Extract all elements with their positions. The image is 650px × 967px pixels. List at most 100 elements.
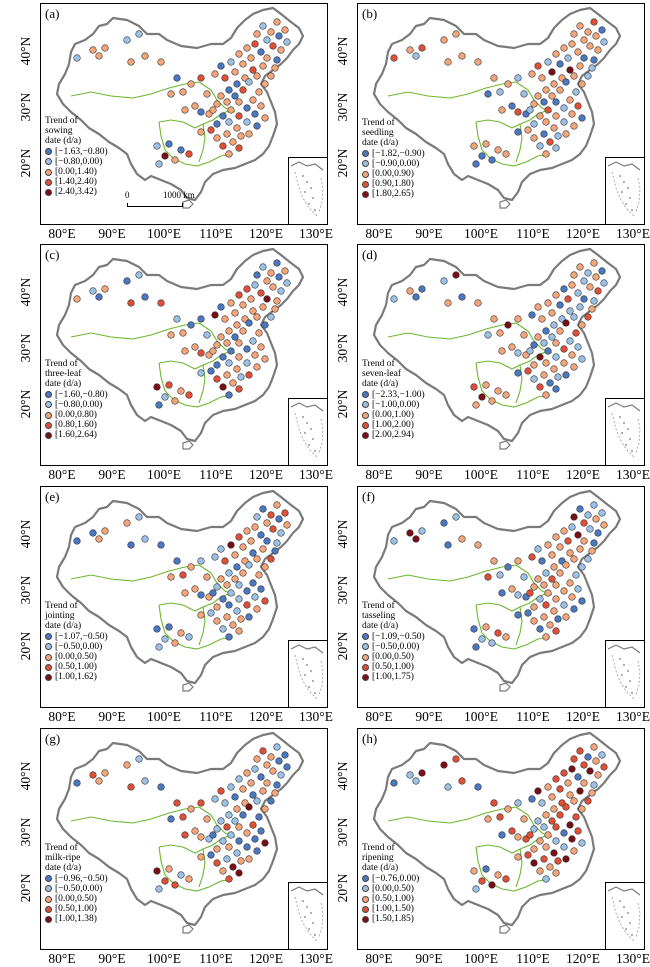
legend-item: [1.80,2.65): [362, 189, 425, 199]
station-marker: [259, 303, 267, 311]
station-marker: [171, 639, 179, 647]
station-marker: [538, 557, 546, 565]
legend-swatch: [362, 674, 369, 682]
station-marker: [494, 871, 502, 879]
station-marker: [261, 597, 269, 605]
station-marker: [165, 381, 173, 389]
station-marker: [580, 54, 588, 62]
station-marker: [247, 54, 255, 62]
station-marker: [552, 50, 560, 58]
station-marker: [556, 811, 564, 819]
y-tick-label: 20°N: [18, 631, 33, 661]
x-tick-label: 130°E: [616, 709, 650, 724]
station-marker: [546, 138, 554, 146]
station-marker: [488, 639, 496, 647]
station-marker: [566, 96, 574, 104]
station-marker: [273, 781, 281, 789]
station-marker: [536, 383, 544, 391]
legend-item: [0.00,0.50): [362, 884, 419, 894]
station-marker: [530, 361, 538, 369]
station-marker: [586, 767, 594, 775]
station-marker: [572, 571, 580, 579]
y-tick-label: 30°N: [18, 817, 33, 847]
station-marker: [231, 309, 239, 317]
legend-swatch: [45, 168, 52, 176]
x-tick-label: 80°E: [365, 709, 393, 724]
legend-swatch: [362, 170, 369, 178]
station-marker: [552, 112, 560, 120]
station-marker: [197, 349, 205, 357]
scale-bar-end: 1000 km: [163, 190, 195, 200]
legend-item-label: [2.00,2.94): [372, 430, 414, 441]
station-marker: [598, 267, 606, 275]
legend-title-line: date (d/a): [362, 379, 399, 390]
station-marker: [269, 525, 277, 533]
inset-island: [308, 928, 310, 930]
inset-island: [619, 416, 621, 418]
station-marker: [253, 30, 261, 38]
station-marker: [243, 769, 251, 777]
station-marker: [247, 295, 255, 303]
map-panel-f: (f) Trend of tasseling date (d/a) [−1.09,−0.…: [357, 486, 645, 708]
station-marker: [263, 54, 271, 62]
island-boundary: [182, 199, 194, 209]
station-marker: [544, 783, 552, 791]
x-tick-label: 130°E: [299, 951, 333, 966]
station-marker: [452, 755, 460, 763]
station-marker: [141, 52, 149, 60]
station-marker: [474, 299, 482, 307]
legend-item: [−1.60,−0.80): [45, 390, 108, 400]
station-marker: [257, 827, 265, 835]
station-marker: [89, 771, 97, 779]
station-marker: [243, 843, 251, 851]
station-marker: [560, 44, 568, 52]
legend-swatch: [362, 411, 369, 419]
station-marker: [219, 595, 227, 603]
station-marker: [580, 36, 588, 44]
station-marker: [444, 783, 452, 791]
station-marker: [253, 313, 261, 321]
station-marker: [530, 100, 538, 108]
station-marker: [568, 523, 576, 531]
station-marker: [562, 130, 570, 138]
station-marker: [554, 132, 562, 140]
station-marker: [552, 339, 560, 347]
station-marker: [219, 625, 227, 633]
station-marker: [155, 885, 163, 893]
station-marker: [171, 397, 179, 405]
island-boundary: [499, 199, 511, 209]
legend-item: [0.00,0.50): [362, 652, 425, 662]
legend-item-label: [1.00,2.00): [372, 420, 414, 431]
station-marker: [562, 803, 570, 811]
legend-item: [1.40,2.40): [45, 177, 108, 187]
station-marker: [127, 783, 135, 791]
station-marker: [496, 329, 504, 337]
x-tick-label: 90°E: [415, 467, 443, 482]
station-marker: [181, 589, 189, 597]
station-marker: [590, 781, 598, 789]
station-marker: [89, 287, 97, 295]
station-marker: [153, 625, 161, 633]
station-marker: [203, 573, 211, 581]
station-marker: [243, 829, 251, 837]
inset-island: [623, 906, 625, 908]
station-marker: [253, 797, 261, 805]
station-marker: [576, 505, 584, 513]
station-marker: [231, 551, 239, 559]
china-map: [55, 6, 305, 209]
station-marker: [167, 573, 175, 581]
x-tick-label: 90°E: [415, 951, 443, 966]
station-marker: [259, 22, 267, 30]
station-marker: [472, 885, 480, 893]
inset-coastline: [290, 161, 324, 171]
legend-swatch: [45, 885, 52, 893]
station-marker: [171, 881, 179, 889]
station-marker: [514, 369, 522, 377]
station-marker: [231, 575, 239, 583]
station-marker: [283, 38, 291, 46]
station-marker: [225, 875, 233, 883]
x-tick-label: 110°E: [199, 709, 233, 724]
station-marker: [498, 347, 506, 355]
station-marker: [223, 581, 231, 589]
station-marker: [536, 867, 544, 875]
